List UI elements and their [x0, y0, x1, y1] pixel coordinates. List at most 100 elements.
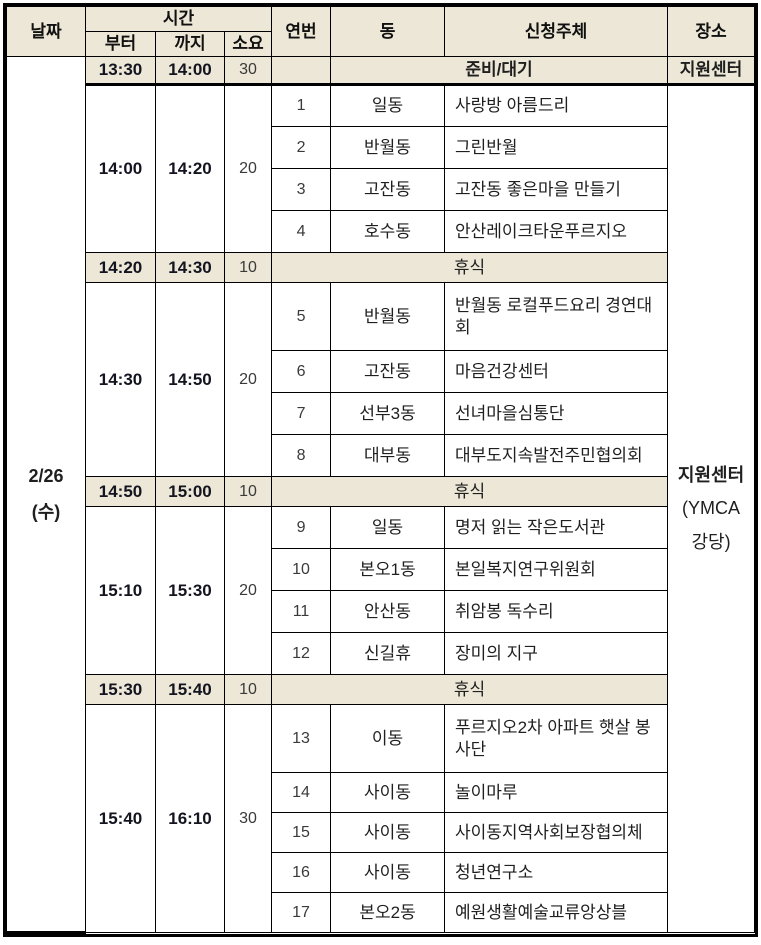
- cell-dong: 사이동: [330, 772, 446, 813]
- break1-to: 14:30: [155, 252, 225, 283]
- cell-applicant: 고잔동 좋은마을 만들기: [444, 168, 669, 211]
- table-row: 15 사이동 사이동지역사회보장협의체: [7, 812, 755, 853]
- cell-applicant: 마음건강센터: [444, 350, 669, 393]
- cell-applicant: 푸르지오2차 아파트 햇살 봉사단: [444, 704, 669, 773]
- place-line2: (YMCA: [682, 498, 741, 519]
- table-row: 4 호수동 안산레이크타운푸르지오: [7, 210, 755, 253]
- col-header-duration: 소요: [223, 31, 273, 57]
- cell-dong: 사이동: [330, 812, 446, 853]
- prep-row: 2/26 (수) 13:30 14:00 30 준비/대기 지원센터: [6, 56, 756, 934]
- prep-to: 14:00: [155, 56, 225, 86]
- break2-to: 15:00: [155, 476, 225, 507]
- break2-label: 휴식: [271, 476, 669, 507]
- block1-from: 14:00: [85, 84, 156, 253]
- cell-dong: 이동: [330, 704, 446, 773]
- break3-from: 15:30: [85, 674, 156, 705]
- prep-place: 지원센터: [667, 56, 756, 86]
- date-line2: (수): [31, 502, 61, 522]
- break-row: 15:30 15:40 10 휴식: [7, 674, 755, 705]
- table-row: 10 본오1동 본일복지연구위원회: [7, 548, 755, 591]
- cell-no: 6: [271, 350, 332, 393]
- prep-duration: 30: [223, 56, 273, 86]
- table-row: 3 고잔동 고잔동 좋은마을 만들기: [7, 168, 755, 211]
- table-row: 16 사이동 청년연구소: [7, 852, 755, 893]
- cell-dong: 본오2동: [330, 892, 446, 933]
- cell-dong: 반월동: [330, 126, 446, 169]
- cell-dong: 호수동: [330, 210, 446, 253]
- break-row: 14:50 15:00 10 휴식: [7, 476, 755, 507]
- break2-duration: 10: [223, 476, 273, 507]
- break2-from: 14:50: [85, 476, 156, 507]
- cell-no: 9: [271, 506, 332, 549]
- table-row: 17 본오2동 예원생활예술교류앙상블: [7, 892, 755, 933]
- cell-applicant: 사랑방 아름드리: [444, 84, 669, 127]
- cell-dong: 일동: [330, 506, 446, 549]
- block1-to: 14:20: [155, 84, 225, 253]
- break1-from: 14:20: [85, 252, 156, 283]
- cell-applicant: 안산레이크타운푸르지오: [444, 210, 669, 253]
- cell-no: 15: [271, 812, 332, 853]
- table-row: 14:00 14:20 20 1 일동 사랑방 아름드리 지원센터 (YMCA …: [7, 84, 756, 933]
- cell-no: 11: [271, 590, 332, 633]
- cell-applicant: 예원생활예술교류앙상블: [444, 892, 669, 933]
- cell-no: 1: [271, 84, 332, 127]
- table-row: 11 안산동 취암봉 독수리: [7, 590, 755, 633]
- break3-label: 휴식: [271, 674, 669, 705]
- cell-dong: 선부3동: [330, 392, 446, 435]
- place-cell: 지원센터 (YMCA 강당): [667, 84, 756, 933]
- col-header-from: 부터: [85, 31, 156, 57]
- place-line3: 강당): [691, 531, 731, 552]
- cell-no: 10: [271, 548, 332, 591]
- cell-dong: 안산동: [330, 590, 446, 633]
- block1-duration: 20: [223, 84, 273, 253]
- block3-to: 15:30: [155, 506, 225, 675]
- table-row: 6 고잔동 마음건강센터: [7, 350, 755, 393]
- cell-no: 12: [271, 632, 332, 675]
- block4-from: 15:40: [85, 704, 156, 933]
- break3-duration: 10: [223, 674, 273, 705]
- cell-dong: 고잔동: [330, 350, 446, 393]
- cell-no: 2: [271, 126, 332, 169]
- cell-no: 5: [271, 282, 332, 351]
- table-row: 8 대부동 대부도지속발전주민협의회: [7, 434, 755, 477]
- col-header-no: 연번: [271, 6, 332, 57]
- table-row: 15:10 15:30 20 9 일동 명저 읽는 작은도서관: [7, 506, 755, 675]
- col-header-to: 까지: [155, 31, 225, 57]
- block4-duration: 30: [223, 704, 273, 933]
- break1-label: 휴식: [271, 252, 669, 283]
- header-row-2: 부터 까지 소요: [7, 31, 755, 57]
- break3-to: 15:40: [155, 674, 225, 705]
- date-cell: 2/26 (수): [6, 56, 86, 934]
- break-row: 14:20 14:30 10 휴식: [7, 252, 755, 283]
- table-row: 14:30 14:50 20 5 반월동 반월동 로컬푸드요리 경연대회: [7, 282, 755, 477]
- prep-from: 13:30: [85, 56, 156, 86]
- cell-applicant: 취암봉 독수리: [444, 590, 669, 633]
- date-line1: 2/26: [28, 466, 64, 486]
- cell-no: 13: [271, 704, 332, 773]
- cell-dong: 일동: [330, 84, 446, 127]
- col-header-applicant: 신청주체: [444, 6, 669, 57]
- cell-dong: 본오1동: [330, 548, 446, 591]
- table-row: 2 반월동 그린반월: [7, 126, 755, 169]
- cell-applicant: 선녀마을심통단: [444, 392, 669, 435]
- cell-applicant: 그린반월: [444, 126, 669, 169]
- cell-dong: 반월동: [330, 282, 446, 351]
- cell-applicant: 장미의 지구: [444, 632, 669, 675]
- table-row: 7 선부3동 선녀마을심통단: [7, 392, 755, 435]
- block3-from: 15:10: [85, 506, 156, 675]
- cell-applicant: 명저 읽는 작은도서관: [444, 506, 669, 549]
- table-row: 15:40 16:10 30 13 이동 푸르지오2차 아파트 햇살 봉사단: [7, 704, 755, 933]
- cell-applicant: 대부도지속발전주민협의회: [444, 434, 669, 477]
- col-header-time: 시간: [84, 6, 273, 32]
- break1-duration: 10: [223, 252, 273, 283]
- cell-applicant: 반월동 로컬푸드요리 경연대회: [444, 282, 669, 351]
- cell-no: 3: [271, 168, 332, 211]
- cell-dong: 사이동: [330, 852, 446, 893]
- cell-applicant: 사이동지역사회보장협의체: [444, 812, 669, 853]
- cell-dong: 신길휴: [330, 632, 446, 675]
- col-header-date: 날짜: [6, 6, 86, 57]
- table-row: 14 사이동 놀이마루: [7, 772, 755, 813]
- block4-to: 16:10: [155, 704, 225, 933]
- cell-dong: 고잔동: [330, 168, 446, 211]
- cell-dong: 대부동: [330, 434, 446, 477]
